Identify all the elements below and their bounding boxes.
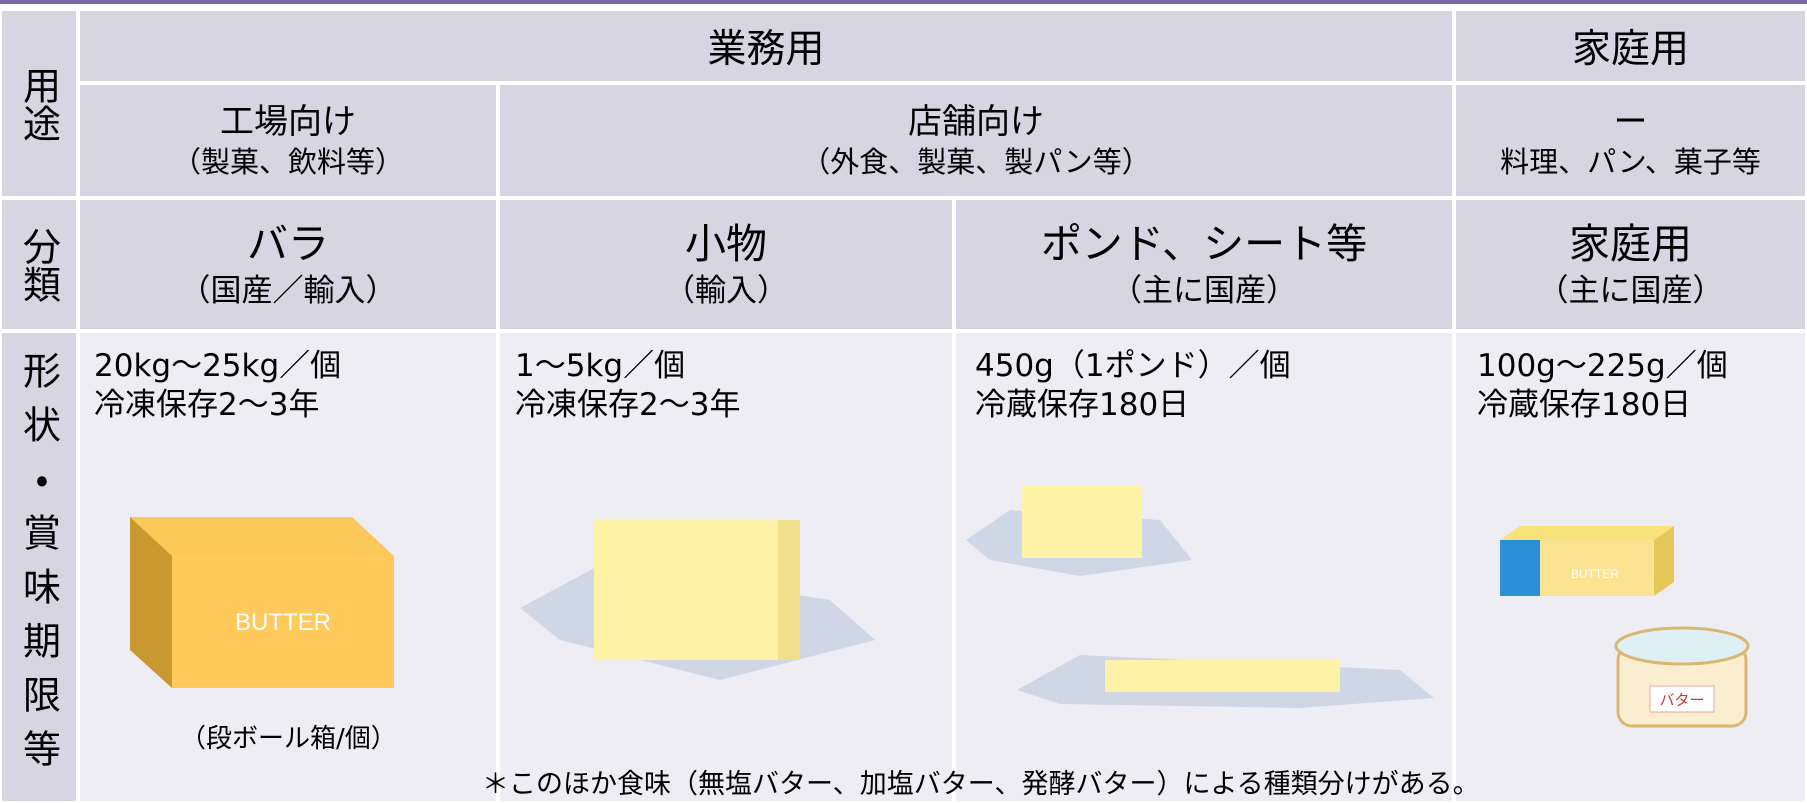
row-header: 用途: [16, 65, 61, 142]
spec-text: 1～5kg／個 冷凍保存2～3年: [515, 347, 740, 425]
target-note: （外食、製菓、製パン等）: [801, 144, 1151, 179]
box-label: BUTTER: [235, 609, 331, 636]
block-side: [778, 520, 800, 660]
bulk-caption: （段ボール箱/個）: [180, 724, 397, 754]
pound-block: [966, 486, 1192, 576]
category-cell: 小物 （輸入）: [498, 198, 954, 331]
target-cell: 工場向け （製菓、飲料等）: [78, 83, 498, 198]
spec-text: 100g～225g／個 冷蔵保存180日: [1477, 347, 1728, 425]
category-origin: （輸入）: [664, 272, 788, 309]
category-name: バラ: [247, 219, 329, 268]
target-title: 工場向け: [220, 101, 356, 142]
home-box: BUTTER: [1500, 526, 1674, 596]
category-origin: （主に国産）: [1537, 272, 1724, 309]
category-cell: ポンド、シート等 （主に国産）: [954, 198, 1454, 331]
row-header: 分類: [16, 226, 61, 303]
usage-cell: 業務用: [78, 9, 1454, 83]
home-tub: バター: [1614, 626, 1750, 728]
top-rule: [0, 0, 1807, 4]
spec-storage: 冷凍保存2～3年: [515, 387, 741, 423]
target-title: ー: [1613, 101, 1648, 142]
row-header-cell: 形状・賞味期限等: [0, 331, 78, 803]
box-side: [1654, 526, 1674, 596]
box-front: [172, 556, 394, 688]
target-note: 料理、パン、菓子等: [1500, 144, 1761, 179]
tub-label-bg: [1649, 685, 1715, 713]
sheet: [1105, 660, 1340, 692]
block-front: [594, 520, 800, 660]
tub-label: バター: [1659, 691, 1704, 709]
row-header-cell: 用途: [0, 9, 78, 198]
spec-size: 1～5kg／個: [515, 348, 686, 384]
target-note: （製菓、飲料等）: [171, 144, 404, 179]
category-cell: バラ （国産／輸入）: [78, 198, 498, 331]
category-name: ポンド、シート等: [1040, 219, 1368, 268]
sheet-block: [1017, 655, 1434, 708]
category-origin: （主に国産）: [1111, 272, 1297, 309]
spec-size: 450g（1ポンド）／個: [975, 348, 1291, 384]
row-header: 形状・賞味期限等: [16, 351, 61, 783]
box-band: [1500, 540, 1540, 596]
spec-storage: 冷蔵保存180日: [975, 387, 1190, 423]
category-origin: （国産／輸入）: [179, 272, 397, 309]
bulk-box: BUTTER: [130, 517, 394, 688]
footnote: ＊このほか食味（無塩バター、加塩バター、発酵バター）による種類分けがある。: [482, 769, 1480, 800]
box-top: [130, 517, 394, 556]
target-title: 店舗向け: [908, 101, 1044, 142]
box-top: [1500, 526, 1674, 540]
usage-label: 家庭用: [1571, 27, 1689, 72]
category-name: 小物: [685, 219, 767, 268]
category-cell: 家庭用 （主に国産）: [1454, 198, 1807, 331]
box-label: BUTTER: [1571, 567, 1619, 581]
usage-label: 業務用: [707, 27, 825, 72]
box-side: [130, 517, 172, 688]
small-block: [520, 520, 875, 680]
category-name: 家庭用: [1569, 219, 1692, 268]
target-cell: 店舗向け （外食、製菓、製パン等）: [498, 83, 1454, 198]
block-front: [1022, 486, 1142, 558]
spec-size: 100g～225g／個: [1477, 348, 1728, 384]
tub-lid: [1614, 626, 1750, 666]
target-cell: ー 料理、パン、菓子等: [1454, 83, 1807, 198]
usage-cell: 家庭用: [1454, 9, 1807, 83]
row-header-cell: 分類: [0, 198, 78, 331]
spec-size: 20kg～25kg／個: [94, 348, 342, 384]
spec-text: 20kg～25kg／個 冷凍保存2～3年: [94, 347, 341, 425]
spec-text: 450g（1ポンド）／個 冷蔵保存180日: [975, 347, 1291, 425]
spec-storage: 冷凍保存2～3年: [94, 387, 320, 423]
spec-storage: 冷蔵保存180日: [1477, 387, 1692, 423]
